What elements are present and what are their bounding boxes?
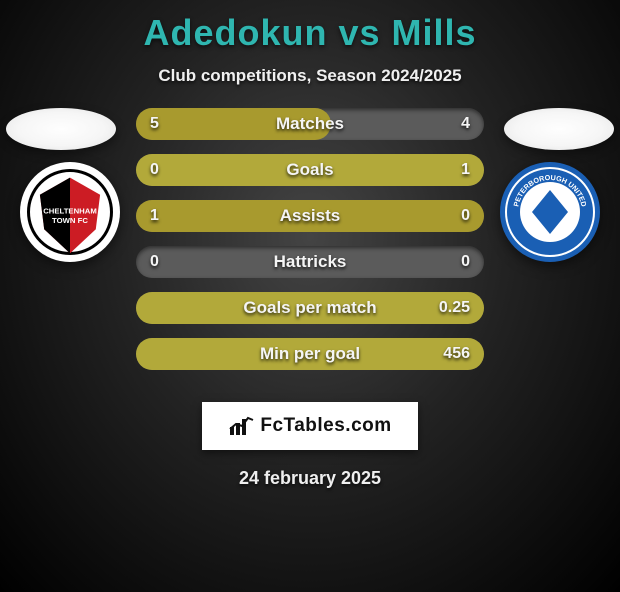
stat-label: Goals per match bbox=[136, 292, 484, 324]
stat-label: Goals bbox=[136, 154, 484, 186]
peterborough-crest-icon: PETERBOROUGH UNITED bbox=[500, 162, 600, 262]
date-line: 24 february 2025 bbox=[0, 468, 620, 489]
svg-text:TOWN FC: TOWN FC bbox=[52, 216, 88, 225]
branding-text: FcTables.com bbox=[260, 415, 391, 437]
stat-value-right: 0 bbox=[461, 246, 470, 278]
stat-value-right: 0 bbox=[461, 200, 470, 232]
subtitle: Club competitions, Season 2024/2025 bbox=[0, 66, 620, 86]
stat-row: Min per goal456 bbox=[136, 338, 484, 370]
stat-row: Matches5 4 bbox=[136, 108, 484, 140]
player-left-name: Adedokun bbox=[143, 12, 327, 53]
stat-value-right: 0.25 bbox=[439, 292, 470, 324]
player-right-photo bbox=[504, 108, 614, 150]
branding-box[interactable]: FcTables.com bbox=[202, 402, 418, 450]
cheltenham-crest-icon: CHELTENHAM TOWN FC bbox=[27, 169, 113, 255]
stat-row: Goals per match0.25 bbox=[136, 292, 484, 324]
stat-label: Matches bbox=[136, 108, 484, 140]
page-title: Adedokun vs Mills bbox=[0, 12, 620, 54]
svg-text:CHELTENHAM: CHELTENHAM bbox=[43, 207, 97, 216]
stat-bars: Matches54Goals01Assists10Hattricks00Goal… bbox=[136, 108, 484, 384]
player-right-name: Mills bbox=[392, 12, 477, 53]
player-left-photo bbox=[6, 108, 116, 150]
stat-row: Goals0 1 bbox=[136, 154, 484, 186]
club-badge-right: PETERBOROUGH UNITED bbox=[500, 162, 600, 262]
stat-row: Assists1 0 bbox=[136, 200, 484, 232]
stat-row: Hattricks0 0 bbox=[136, 246, 484, 278]
vs-separator: vs bbox=[338, 12, 380, 53]
stat-value-right: 456 bbox=[443, 338, 470, 370]
stat-label: Hattricks bbox=[136, 246, 484, 278]
stat-label: Min per goal bbox=[136, 338, 484, 370]
stat-value-right: 1 bbox=[461, 154, 470, 186]
stat-value-left: 5 bbox=[150, 108, 159, 140]
comparison-area: CHELTENHAM TOWN FC PETERBOROUGH UNITED M… bbox=[0, 108, 620, 388]
stat-label: Assists bbox=[136, 200, 484, 232]
stat-value-left: 1 bbox=[150, 200, 159, 232]
club-badge-left: CHELTENHAM TOWN FC bbox=[20, 162, 120, 262]
chart-icon bbox=[228, 415, 254, 437]
stat-value-right: 4 bbox=[461, 108, 470, 140]
stat-value-left: 0 bbox=[150, 154, 159, 186]
stat-value-left: 0 bbox=[150, 246, 159, 278]
